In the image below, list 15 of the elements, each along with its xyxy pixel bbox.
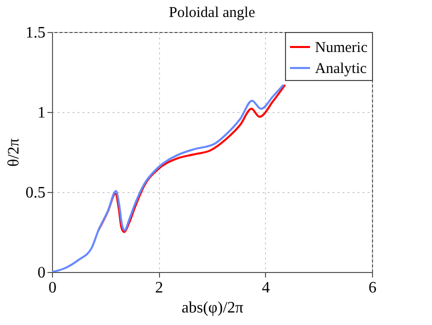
- x-tick-label: 6: [368, 280, 376, 296]
- y-tick-label: 1: [38, 104, 46, 122]
- legend-label: Numeric: [315, 40, 368, 56]
- chart-title: Poloidal angle: [168, 5, 256, 21]
- x-tick-label: 0: [48, 280, 56, 296]
- y-tick-label: 0: [38, 264, 46, 282]
- legend-label: Analytic: [315, 61, 367, 77]
- line-series: [52, 84, 284, 272]
- x-tick-label: 4: [262, 280, 270, 296]
- x-axis-title: abs(φ)/2π: [182, 300, 244, 316]
- x-tick-label: 2: [155, 280, 164, 296]
- y-tick-label: 0.5: [26, 184, 46, 202]
- line-series: [97, 84, 286, 233]
- y-axis-title: θ/2π: [6, 138, 22, 167]
- y-tick-label: 1.5: [26, 24, 46, 42]
